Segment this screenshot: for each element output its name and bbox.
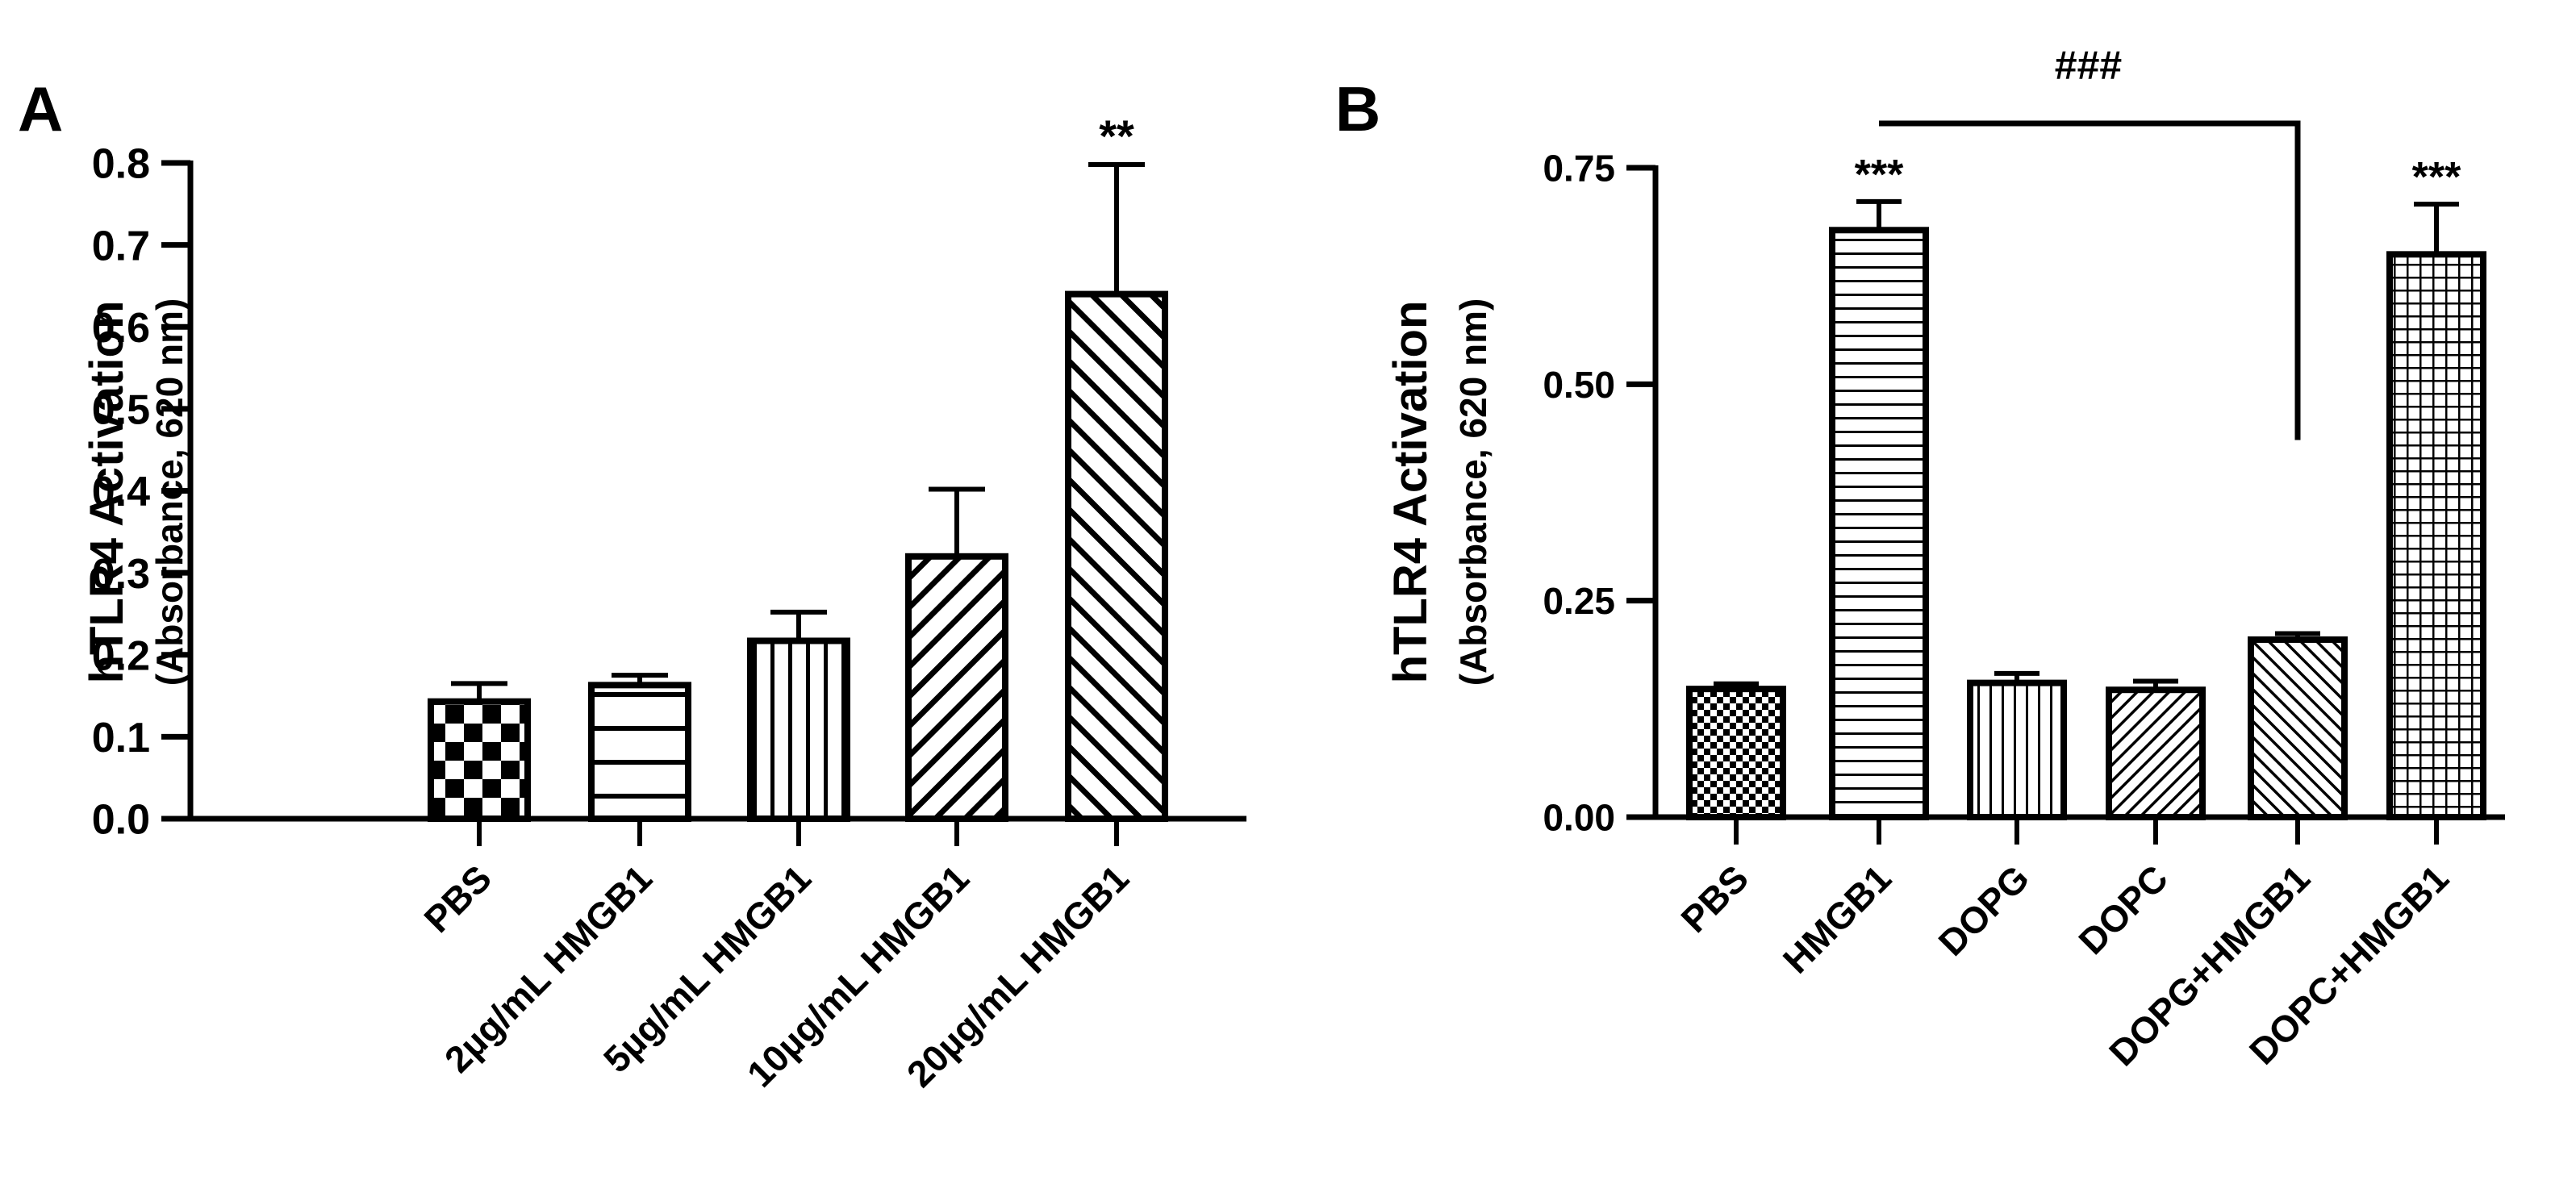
bar [1686,686,1786,820]
category-label: PBS [1672,857,1756,941]
bar [905,553,1008,822]
y-tick-label: 0.6 [92,305,150,352]
y-tick-label: 0.5 [92,387,150,434]
y-tick-label: 0.50 [1543,364,1615,406]
bar [2248,636,2348,821]
panel-a-label: A [18,73,63,144]
panel-a: A hTLR4 Activation (Absorbance, 620 nm) … [18,73,1246,1095]
bar [1829,227,1929,820]
panel-a-bars: ** [428,111,1168,823]
panel-a-y-axis-title: hTLR4 Activation [81,301,133,684]
panel-b-bars: *** *** [1686,152,2486,821]
y-tick-label: 0.75 [1543,148,1615,190]
bar [2386,251,2486,821]
panel-b: B hTLR4 Activation (Absorbance, 620 nm) … [1335,43,2505,1074]
category-label: DOPG [1931,857,2038,964]
panel-b-label: B [1335,73,1380,144]
category-label: PBS [415,857,499,941]
y-tick-label: 0.1 [92,715,150,761]
significance-label: *** [1855,152,1904,198]
bar [588,682,691,822]
bar [2106,686,2206,820]
category-label: HMGB1 [1775,857,1899,981]
y-tick-label: 0.2 [92,632,150,679]
y-tick-label: 0.7 [92,223,150,269]
bar [1967,679,2067,821]
bracket-label: ### [2055,43,2122,88]
bar [428,698,531,823]
y-tick-label: 0.00 [1543,797,1615,839]
panel-b-significance-bracket: ### [1879,43,2301,440]
y-tick-label: 0.0 [92,797,150,844]
significance-label: ** [1099,111,1134,161]
y-tick-label: 0.25 [1543,580,1615,622]
panel-b-y-axis-subtitle: (Absorbance, 620 nm) [1452,298,1494,686]
bar [1065,290,1168,823]
category-label: DOPC [2070,857,2176,962]
bar [747,637,850,822]
panel-b-y-axis-title: hTLR4 Activation [1384,301,1437,684]
significance-label: *** [2412,154,2461,201]
y-tick-label: 0.8 [92,141,150,188]
y-tick-label: 0.3 [92,551,150,598]
panel-a-axes: 0.0 0.1 0.2 0.3 0.4 0.5 0.6 0.7 0.8 [92,141,1246,846]
bracket-line [1879,120,2301,440]
y-tick-label: 0.4 [92,469,150,515]
